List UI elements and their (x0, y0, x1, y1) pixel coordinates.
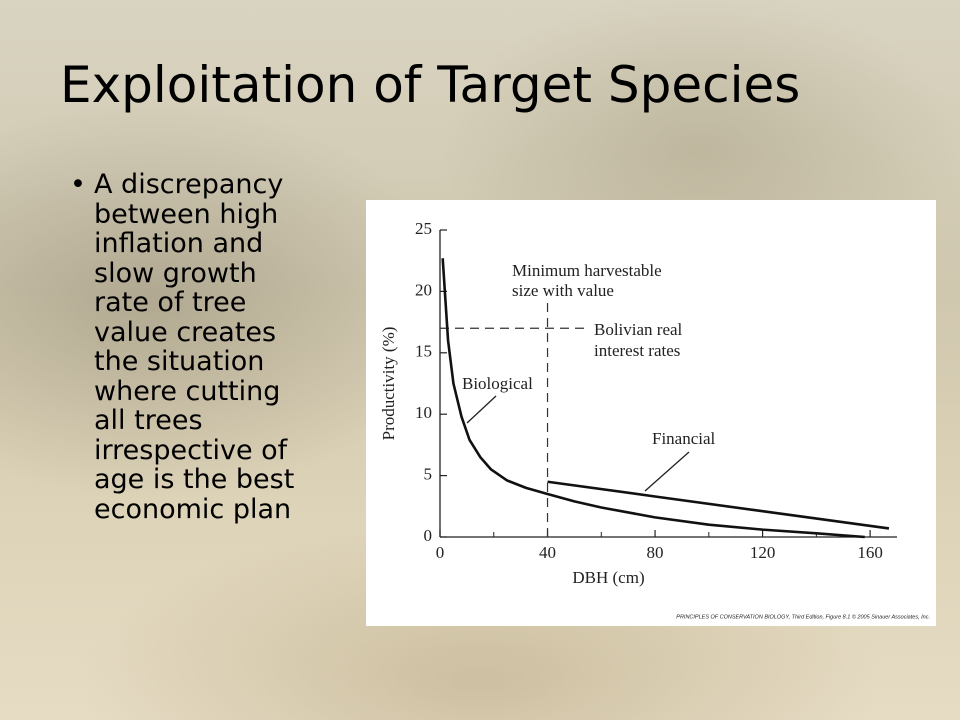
x-tick-label: 160 (857, 543, 883, 562)
bullet-line: between high (94, 198, 279, 230)
annotation: Bolivian real (594, 320, 683, 339)
series-label: Biological (462, 374, 533, 393)
x-axis-label: DBH (cm) (572, 568, 644, 587)
y-axis-label: Productivity (%) (379, 327, 398, 441)
bullet-line: rate of tree (94, 287, 247, 318)
bullet-line: slow growth (94, 257, 257, 289)
annotation: Minimum harvestable (512, 261, 662, 280)
annotation: interest rates (594, 341, 680, 360)
bullet-line: irrespective of (94, 434, 288, 466)
y-tick-label: 15 (415, 342, 432, 361)
bullet-line: value creates (94, 316, 277, 348)
bullet-line: where cutting (94, 375, 281, 407)
x-tick-label: 0 (436, 543, 445, 562)
y-tick-label: 0 (424, 526, 433, 545)
x-tick-label: 80 (647, 543, 664, 562)
y-tick-label: 25 (415, 219, 432, 238)
bullet-line: age is the best (94, 464, 295, 495)
series-line (547, 480, 890, 530)
series-label: Financial (652, 429, 716, 448)
credit: PRINCIPLES OF CONSERVATION BIOLOGY, Thir… (676, 613, 930, 620)
bullet-line: the situation (94, 346, 265, 377)
bullet-line: all trees (94, 405, 203, 436)
y-tick-label: 20 (415, 280, 432, 299)
bullet-line: economic plan (94, 493, 292, 525)
bullet-line: A discrepancy (94, 169, 284, 200)
x-tick-label: 40 (539, 543, 556, 562)
slide-title: Exploitation of Target Species (60, 56, 801, 114)
bullet-line: inflation and (94, 228, 264, 259)
y-tick-label: 5 (424, 465, 433, 484)
leader-line (466, 395, 497, 424)
series-line (441, 258, 865, 539)
x-tick-label: 120 (750, 543, 776, 562)
leader-line (644, 451, 690, 492)
bullet-text: A discrepancy between high inflation and sl… (94, 170, 294, 524)
bullet-dot: • (70, 169, 86, 200)
y-tick-label: 10 (415, 403, 432, 422)
annotation: size with value (512, 281, 614, 300)
bullet: • A discrepancy between high inflation and… (70, 170, 294, 524)
